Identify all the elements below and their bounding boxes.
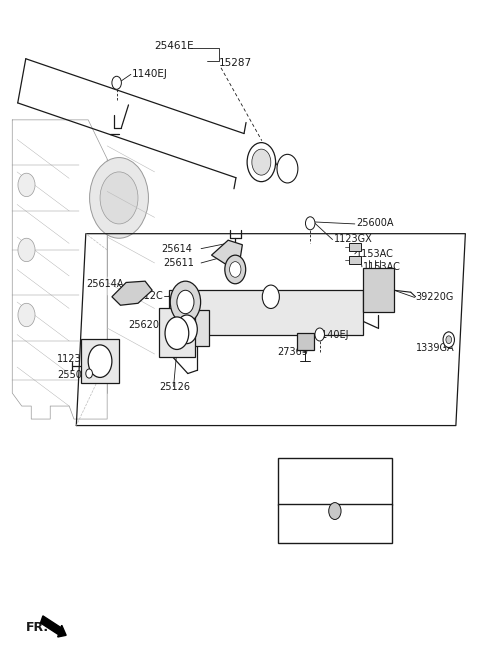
Text: 1140EJ: 1140EJ xyxy=(132,70,168,79)
Circle shape xyxy=(252,149,271,175)
Text: 25614A: 25614A xyxy=(86,279,123,289)
Text: A: A xyxy=(267,293,275,301)
Text: 25611: 25611 xyxy=(163,258,194,268)
Text: 1123GX: 1123GX xyxy=(334,234,372,244)
Bar xyxy=(363,268,394,312)
Text: 1140GD: 1140GD xyxy=(312,472,358,482)
Circle shape xyxy=(18,173,35,197)
Circle shape xyxy=(170,281,201,323)
Polygon shape xyxy=(212,240,242,264)
Circle shape xyxy=(262,285,279,308)
Text: 25612C: 25612C xyxy=(125,291,163,301)
Text: 1339GA: 1339GA xyxy=(416,343,454,353)
Text: 25600A: 25600A xyxy=(356,218,394,228)
Text: 15287: 15287 xyxy=(219,58,252,68)
Circle shape xyxy=(305,216,315,230)
Circle shape xyxy=(177,290,194,314)
Circle shape xyxy=(247,142,276,182)
Text: 25614: 25614 xyxy=(162,243,192,254)
Bar xyxy=(297,333,313,350)
Text: FR.: FR. xyxy=(25,621,48,634)
Circle shape xyxy=(18,238,35,262)
Bar xyxy=(164,310,209,346)
Text: 1153AC: 1153AC xyxy=(363,262,401,272)
Bar xyxy=(159,308,195,358)
Circle shape xyxy=(86,369,93,378)
Text: A: A xyxy=(284,163,291,174)
Circle shape xyxy=(443,332,455,348)
Text: 1140EJ: 1140EJ xyxy=(316,329,349,340)
Text: 25461E: 25461E xyxy=(155,41,194,51)
FancyArrow shape xyxy=(40,616,66,637)
Circle shape xyxy=(229,262,241,277)
Circle shape xyxy=(225,255,246,284)
Bar xyxy=(349,243,361,251)
Text: 27369: 27369 xyxy=(277,347,308,357)
Text: 25620A: 25620A xyxy=(129,320,166,331)
Text: 25126: 25126 xyxy=(159,382,191,392)
Bar xyxy=(278,504,392,543)
Circle shape xyxy=(329,502,341,520)
Circle shape xyxy=(112,76,121,89)
Bar xyxy=(278,458,392,504)
Bar xyxy=(349,256,361,264)
Circle shape xyxy=(165,317,189,350)
Circle shape xyxy=(177,315,197,344)
Circle shape xyxy=(88,345,112,377)
Circle shape xyxy=(90,157,148,238)
Circle shape xyxy=(100,172,138,224)
Circle shape xyxy=(277,154,298,183)
Bar xyxy=(81,339,119,383)
Text: 1153AC: 1153AC xyxy=(356,249,394,259)
Circle shape xyxy=(446,336,452,344)
Text: 1123GX: 1123GX xyxy=(57,354,96,363)
Circle shape xyxy=(18,303,35,327)
Polygon shape xyxy=(112,281,152,305)
Circle shape xyxy=(315,328,324,341)
Bar xyxy=(169,290,363,335)
Text: 39220G: 39220G xyxy=(416,293,454,302)
Text: 25500A: 25500A xyxy=(57,370,95,380)
